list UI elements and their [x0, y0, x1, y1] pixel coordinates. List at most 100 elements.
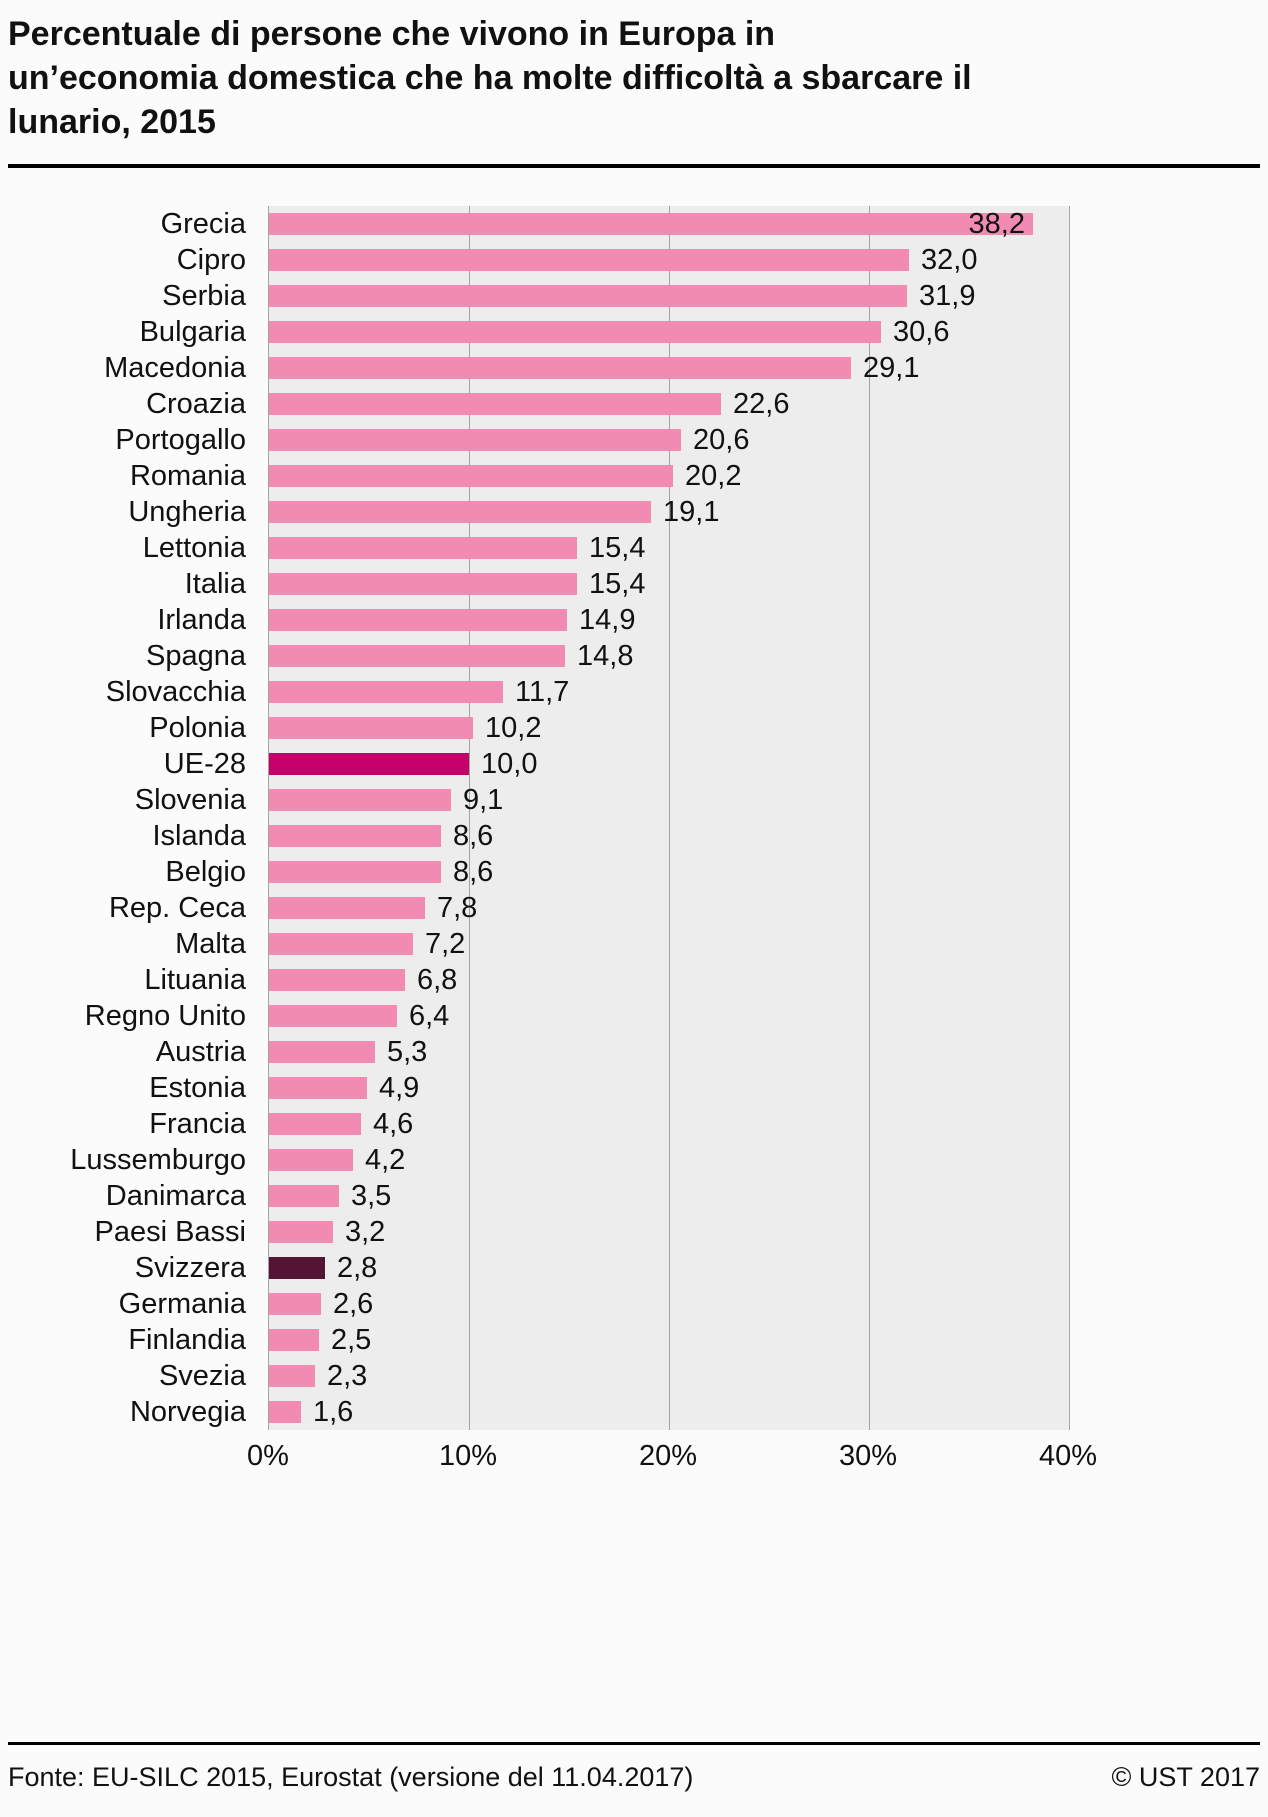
category-label: Austria	[155, 1036, 246, 1068]
bar-highlighted	[269, 753, 469, 775]
value-label: 38,2	[968, 208, 1025, 240]
chart-row: 2,8	[269, 1250, 1069, 1286]
bar	[269, 1041, 375, 1063]
bar	[269, 537, 577, 559]
category-label: Paesi Bassi	[94, 1216, 246, 1248]
value-label: 6,4	[409, 1000, 450, 1032]
bar	[269, 609, 567, 631]
value-label: 29,1	[863, 352, 920, 384]
category-label: Germania	[118, 1288, 246, 1320]
bar	[269, 1329, 319, 1351]
bar	[269, 321, 881, 343]
chart-row: 32,0	[269, 242, 1069, 278]
category-label: Svizzera	[134, 1252, 246, 1284]
value-label: 11,7	[514, 676, 570, 708]
gridline	[869, 206, 870, 1430]
chart-row: 8,6	[269, 818, 1069, 854]
footer-divider	[8, 1742, 1260, 1745]
x-tick-label: 20%	[638, 1440, 698, 1472]
chart-row: 1,6	[269, 1394, 1069, 1430]
value-label: 2,5	[331, 1324, 372, 1356]
bar	[269, 1401, 301, 1423]
category-label: Portogallo	[115, 424, 246, 456]
chart-row: 20,6	[269, 422, 1069, 458]
chart-row: 10,0	[269, 746, 1069, 782]
chart-row: 3,2	[269, 1214, 1069, 1250]
value-label: 15,4	[589, 532, 646, 564]
value-label: 20,2	[685, 460, 742, 492]
category-label: Rep. Ceca	[108, 892, 246, 924]
value-label: 7,8	[437, 892, 478, 924]
x-tick-label: 0%	[247, 1440, 289, 1472]
bar	[269, 897, 425, 919]
category-label: Estonia	[149, 1072, 246, 1104]
chart-row: 5,3	[269, 1034, 1069, 1070]
value-label: 3,5	[351, 1180, 392, 1212]
footer-copyright: © UST 2017	[1111, 1762, 1260, 1792]
value-label: 14,9	[579, 604, 636, 636]
category-label: Lituania	[144, 964, 246, 996]
category-label: Spagna	[146, 640, 246, 672]
chart-row: 3,5	[269, 1178, 1069, 1214]
chart-row: 31,9	[269, 278, 1069, 314]
chart-row: 30,6	[269, 314, 1069, 350]
bar	[269, 393, 721, 415]
plot-area: 38,2 32,0 31,9 30,6 29,1 22,6 20,6 20,2 19,1 15,4…	[268, 206, 1070, 1430]
value-label: 1,6	[313, 1396, 354, 1428]
category-label: Irlanda	[157, 604, 246, 636]
chart-row: 7,8	[269, 890, 1069, 926]
category-labels: Grecia Cipro Serbia Bulgaria Macedonia Croazi…	[8, 206, 268, 1430]
chart-row: 14,8	[269, 638, 1069, 674]
chart-row: 20,2	[269, 458, 1069, 494]
value-label: 15,4	[589, 568, 646, 600]
bar	[269, 249, 909, 271]
value-label: 7,2	[425, 928, 466, 960]
value-label: 9,1	[463, 784, 504, 816]
chart-row: 4,9	[269, 1070, 1069, 1106]
gridline	[469, 206, 470, 1430]
category-label: Malta	[175, 928, 246, 960]
category-label: Lussemburgo	[70, 1144, 246, 1176]
bar	[269, 1185, 339, 1207]
category-label: Regno Unito	[84, 1000, 246, 1032]
value-label: 31,9	[919, 280, 976, 312]
bar	[269, 933, 413, 955]
bar	[269, 285, 907, 307]
category-label: Norvegia	[129, 1396, 246, 1428]
plot-wrap: 38,2 32,0 31,9 30,6 29,1 22,6 20,6 20,2 19,1 15,4…	[247, 206, 1097, 1480]
category-label: Danimarca	[105, 1180, 246, 1212]
gridline	[669, 206, 670, 1430]
category-label: Serbia	[162, 280, 246, 312]
category-label: Lettonia	[142, 532, 246, 564]
bar	[269, 861, 441, 883]
bar	[269, 969, 405, 991]
chart-row: 15,4	[269, 566, 1069, 602]
chart-row: 11,7	[269, 674, 1069, 710]
x-tick-label: 40%	[1038, 1440, 1098, 1472]
chart-row: 15,4	[269, 530, 1069, 566]
category-label: Croazia	[146, 388, 246, 420]
category-label: Slovenia	[134, 784, 246, 816]
bar	[269, 429, 681, 451]
chart-row: 9,1	[269, 782, 1069, 818]
chart-title: Percentuale di persone che vivono in Eur…	[8, 15, 972, 141]
bar	[269, 573, 577, 595]
bar-highlighted	[269, 1257, 325, 1279]
bar	[269, 681, 503, 703]
category-label: Belgio	[165, 856, 246, 888]
x-tick-label: 10%	[438, 1440, 498, 1472]
bar	[269, 465, 673, 487]
value-label: 19,1	[663, 496, 720, 528]
category-label: Romania	[129, 460, 246, 492]
bar	[269, 717, 473, 739]
x-tick-label: 30%	[838, 1440, 898, 1472]
chart-row: 22,6	[269, 386, 1069, 422]
bar	[269, 1149, 353, 1171]
bar	[269, 825, 441, 847]
value-label: 14,8	[577, 640, 634, 672]
value-label: 4,6	[373, 1108, 414, 1140]
footer-source: Fonte: EU-SILC 2015, Eurostat (versione …	[8, 1762, 694, 1792]
chart-row: 6,4	[269, 998, 1069, 1034]
value-label: 20,6	[693, 424, 750, 456]
